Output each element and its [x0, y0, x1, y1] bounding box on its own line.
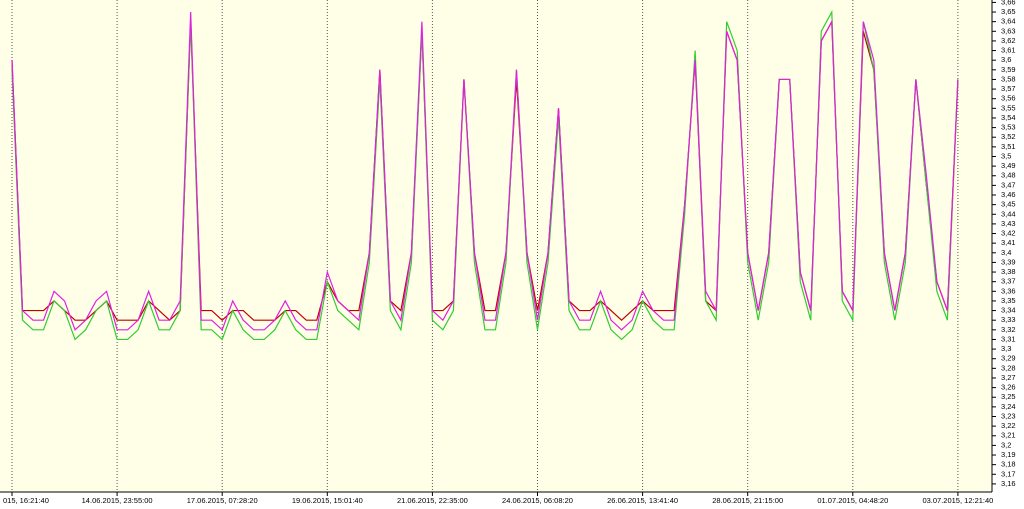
y-tick-label: 3,44	[1001, 209, 1016, 218]
x-tick-label: 14.06.2015, 23:55:00	[82, 496, 153, 505]
series-group	[11, 9, 959, 341]
x-tick-label: 19.06.2015, 15:01:40	[292, 496, 363, 505]
x-tick-label: 24.06.2015, 06:08:20	[502, 496, 573, 505]
y-tick-label: 3,16	[1001, 479, 1016, 488]
y-tick-label: 3,29	[1001, 354, 1016, 363]
y-tick-label: 3,24	[1001, 402, 1016, 411]
x-tick-label: 28.06.2015, 21:15:00	[712, 496, 783, 505]
plot-area	[0, 0, 992, 492]
y-tick-label: 3,54	[1001, 113, 1016, 122]
y-tick-label: 3,48	[1001, 171, 1016, 180]
y-tick-label: 3,39	[1001, 257, 1016, 266]
y-tick-label: 3,18	[1001, 460, 1016, 469]
y-tick-label: 3,43	[1001, 219, 1016, 228]
y-tick-label: 3,19	[1001, 450, 1016, 459]
y-tick-label: 3,62	[1001, 36, 1016, 45]
y-tick-label: 3,56	[1001, 94, 1016, 103]
y-tick-label: 3,64	[1001, 17, 1016, 26]
y-tick-label: 3,66	[1001, 0, 1016, 6]
y-tick-label: 3,35	[1001, 296, 1016, 305]
y-tick-label: 3,46	[1001, 190, 1016, 199]
y-tick-label: 3,52	[1001, 132, 1016, 141]
x-tick-label: 01.07.2015, 04:48:20	[817, 496, 888, 505]
x-tick-label: 17.06.2015, 07:28:20	[187, 496, 258, 505]
y-tick-label: 3,55	[1001, 103, 1016, 112]
y-tick-label: 3,34	[1001, 306, 1016, 315]
y-tick-label: 3,41	[1001, 238, 1016, 247]
series-line	[11, 9, 959, 341]
y-tick-label: 3,49	[1001, 161, 1016, 170]
y-tick-label: 3,45	[1001, 200, 1016, 209]
y-tick-label: 3,37	[1001, 277, 1016, 286]
x-tick-label: 015, 16:21:40	[3, 496, 49, 505]
y-tick-label: 3,42	[1001, 229, 1016, 238]
y-tick-label: 3,25	[1001, 392, 1016, 401]
y-tick-label: 3,51	[1001, 142, 1016, 151]
y-tick-label: 3,65	[1001, 7, 1016, 16]
y-tick-label: 3,58	[1001, 74, 1016, 83]
y-tick-label: 3,4	[1001, 248, 1011, 257]
y-tick-label: 3,21	[1001, 431, 1016, 440]
y-tick-label: 3,31	[1001, 334, 1016, 343]
y-tick-label: 3,32	[1001, 325, 1016, 334]
y-tick-label: 3,47	[1001, 180, 1016, 189]
y-tick-label: 3,22	[1001, 421, 1016, 430]
x-tick-label: 26.06.2015, 13:41:40	[607, 496, 678, 505]
y-tick-label: 3,57	[1001, 84, 1016, 93]
x-tick-label: 03.07.2015, 12:21:40	[922, 496, 993, 505]
y-tick-label: 3,17	[1001, 469, 1016, 478]
y-tick-label: 3,59	[1001, 65, 1016, 74]
y-tick-label: 3,27	[1001, 373, 1016, 382]
y-tick-label: 3,3	[1001, 344, 1011, 353]
y-tick-label: 3,5	[1001, 151, 1011, 160]
y-tick-label: 3,2	[1001, 440, 1011, 449]
y-tick-label: 3,36	[1001, 286, 1016, 295]
y-tick-label: 3,26	[1001, 383, 1016, 392]
y-tick-label: 3,53	[1001, 123, 1016, 132]
x-tick-label: 21.06.2015, 22:35:00	[397, 496, 468, 505]
y-tick-label: 3,6	[1001, 55, 1011, 64]
y-tick-label: 3,63	[1001, 26, 1016, 35]
y-tick-label: 3,38	[1001, 267, 1016, 276]
y-tick-label: 3,28	[1001, 363, 1016, 372]
y-tick-label: 3,61	[1001, 46, 1016, 55]
y-tick-label: 3,33	[1001, 315, 1016, 324]
series-line	[11, 12, 959, 331]
y-tick-label: 3,23	[1001, 411, 1016, 420]
